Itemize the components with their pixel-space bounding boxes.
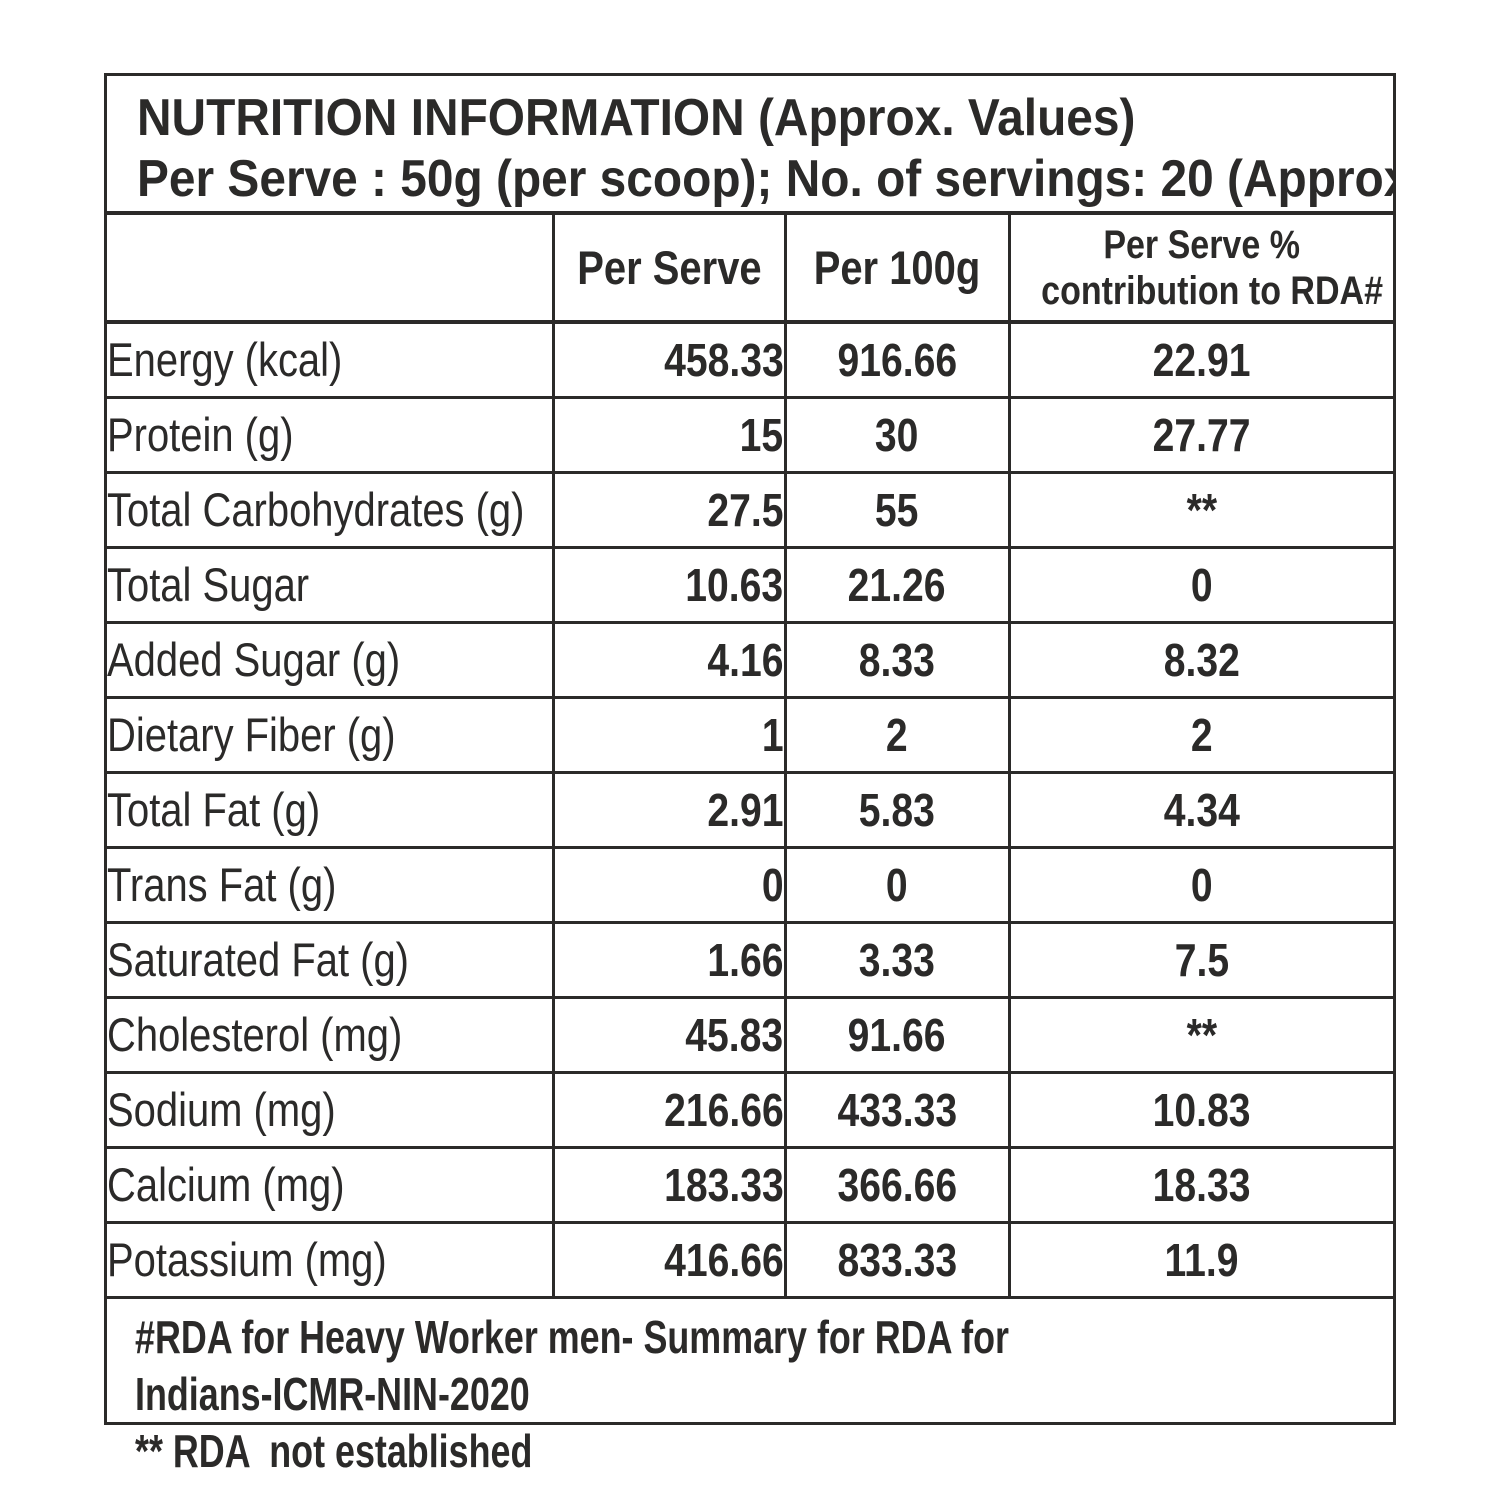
per-100g-value: 916.66 (783, 320, 1011, 399)
per-serve-value: 15 (551, 395, 787, 474)
table-row-cholesterol: Cholesterol (mg) 45.83 91.66 ** (107, 995, 1393, 1074)
nutrient-label: Protein (g) (107, 395, 555, 474)
table-row-added-sugar: Added Sugar (g) 4.16 8.33 8.32 (107, 620, 1393, 699)
nutrition-grid: Per Serve Per 100g Per Serve % contribut… (107, 215, 1393, 1299)
table-row-sodium: Sodium (mg) 216.66 433.33 10.83 (107, 1070, 1393, 1149)
rda-value: 18.33 (1007, 1145, 1393, 1224)
per-serve-value: 10.63 (551, 545, 787, 624)
header-row: Per Serve Per 100g Per Serve % contribut… (107, 215, 1393, 324)
per-100g-value: 366.66 (783, 1145, 1011, 1224)
table-row-calcium: Calcium (mg) 183.33 366.66 18.33 (107, 1145, 1393, 1224)
nutrient-label: Total Sugar (107, 545, 555, 624)
rda-value: 0 (1007, 545, 1393, 624)
rda-value: ** (1007, 995, 1393, 1074)
per-100g-value: 833.33 (783, 1220, 1011, 1299)
table-row-total-carbohydrates: Total Carbohydrates (g) 27.5 55 ** (107, 470, 1393, 549)
per-serve-value: 1.66 (551, 920, 787, 999)
per-serve-value: 0 (551, 845, 787, 924)
nutrition-table: NUTRITION INFORMATION (Approx. Values) P… (104, 73, 1396, 1477)
column-header-rda: Per Serve % contribution to RDA# (1007, 215, 1393, 324)
rda-value: 8.32 (1007, 620, 1393, 699)
nutrient-label: Energy (kcal) (107, 320, 555, 399)
nutrient-label: Dietary Fiber (g) (107, 695, 555, 774)
rda-value: 2 (1007, 695, 1393, 774)
per-100g-value: 21.26 (783, 545, 1011, 624)
rda-value: 11.9 (1007, 1220, 1393, 1299)
per-100g-value: 2 (783, 695, 1011, 774)
per-100g-value: 55 (783, 470, 1011, 549)
per-serve-value: 4.16 (551, 620, 787, 699)
table-row-saturated-fat: Saturated Fat (g) 1.66 3.33 7.5 (107, 920, 1393, 999)
per-serve-value: 216.66 (551, 1070, 787, 1149)
per-100g-value: 3.33 (783, 920, 1011, 999)
rda-value: 10.83 (1007, 1070, 1393, 1149)
footnote-block: #RDA for Heavy Worker men- Summary for R… (107, 1299, 1393, 1480)
title-line-2: Per Serve : 50g (per scoop); No. of serv… (137, 150, 1393, 208)
nutrient-label: Added Sugar (g) (107, 620, 555, 699)
table-row-protein: Protein (g) 15 30 27.77 (107, 395, 1393, 474)
per-100g-value: 0 (783, 845, 1011, 924)
per-100g-value: 91.66 (783, 995, 1011, 1074)
rda-value: 27.77 (1007, 395, 1393, 474)
per-serve-value: 416.66 (551, 1220, 787, 1299)
per-100g-value: 30 (783, 395, 1011, 474)
rda-value: 22.91 (1007, 320, 1393, 399)
per-100g-value: 8.33 (783, 620, 1011, 699)
footnote-rda-source: #RDA for Heavy Worker men- Summary for R… (135, 1310, 1019, 1420)
nutrient-label: Total Carbohydrates (g) (107, 470, 555, 549)
column-header-per-100g: Per 100g (783, 215, 1011, 324)
nutrient-label: Total Fat (g) (107, 770, 555, 849)
per-serve-value: 2.91 (551, 770, 787, 849)
serving-info: Per Serve : 50g (per scoop); No. of serv… (137, 149, 1393, 210)
nutrient-label: Trans Fat (g) (107, 845, 555, 924)
nutrient-label: Potassium (mg) (107, 1220, 555, 1299)
footnote-not-established: ** RDA not established (135, 1424, 533, 1477)
per-serve-value: 183.33 (551, 1145, 787, 1224)
per-serve-value: 45.83 (551, 995, 787, 1074)
nutrient-label: Saturated Fat (g) (107, 920, 555, 999)
table-row-potassium: Potassium (mg) 416.66 833.33 11.9 (107, 1220, 1393, 1299)
table-row-total-sugar: Total Sugar 10.63 21.26 0 (107, 545, 1393, 624)
rda-value: 7.5 (1007, 920, 1393, 999)
nutrient-label: Cholesterol (mg) (107, 995, 555, 1074)
per-serve-value: 27.5 (551, 470, 787, 549)
per-serve-value: 1 (551, 695, 787, 774)
column-header-per-serve: Per Serve (551, 215, 787, 324)
nutrient-label: Calcium (mg) (107, 1145, 555, 1224)
column-header-item (107, 215, 555, 324)
per-100g-value: 5.83 (783, 770, 1011, 849)
per-100g-value: 433.33 (783, 1070, 1011, 1149)
page-title: NUTRITION INFORMATION (Approx. Values) (137, 88, 1383, 149)
table-row-trans-fat: Trans Fat (g) 0 0 0 (107, 845, 1393, 924)
table-row-dietary-fiber: Dietary Fiber (g) 1 2 2 (107, 695, 1393, 774)
per-serve-value: 458.33 (551, 320, 787, 399)
rda-header-line-2: contribution to RDA# (1040, 268, 1383, 313)
title-block: NUTRITION INFORMATION (Approx. Values) P… (107, 76, 1393, 215)
table-row-total-fat: Total Fat (g) 2.91 5.83 4.34 (107, 770, 1393, 849)
rda-value: 4.34 (1007, 770, 1393, 849)
nutrient-label: Sodium (mg) (107, 1070, 555, 1149)
table-row-energy: Energy (kcal) 458.33 916.66 22.91 (107, 320, 1393, 399)
title-line-1: NUTRITION INFORMATION (Approx. Values) (137, 89, 1136, 147)
rda-header-line-1: Per Serve % (1103, 222, 1301, 267)
rda-value: ** (1007, 470, 1393, 549)
rda-value: 0 (1007, 845, 1393, 924)
